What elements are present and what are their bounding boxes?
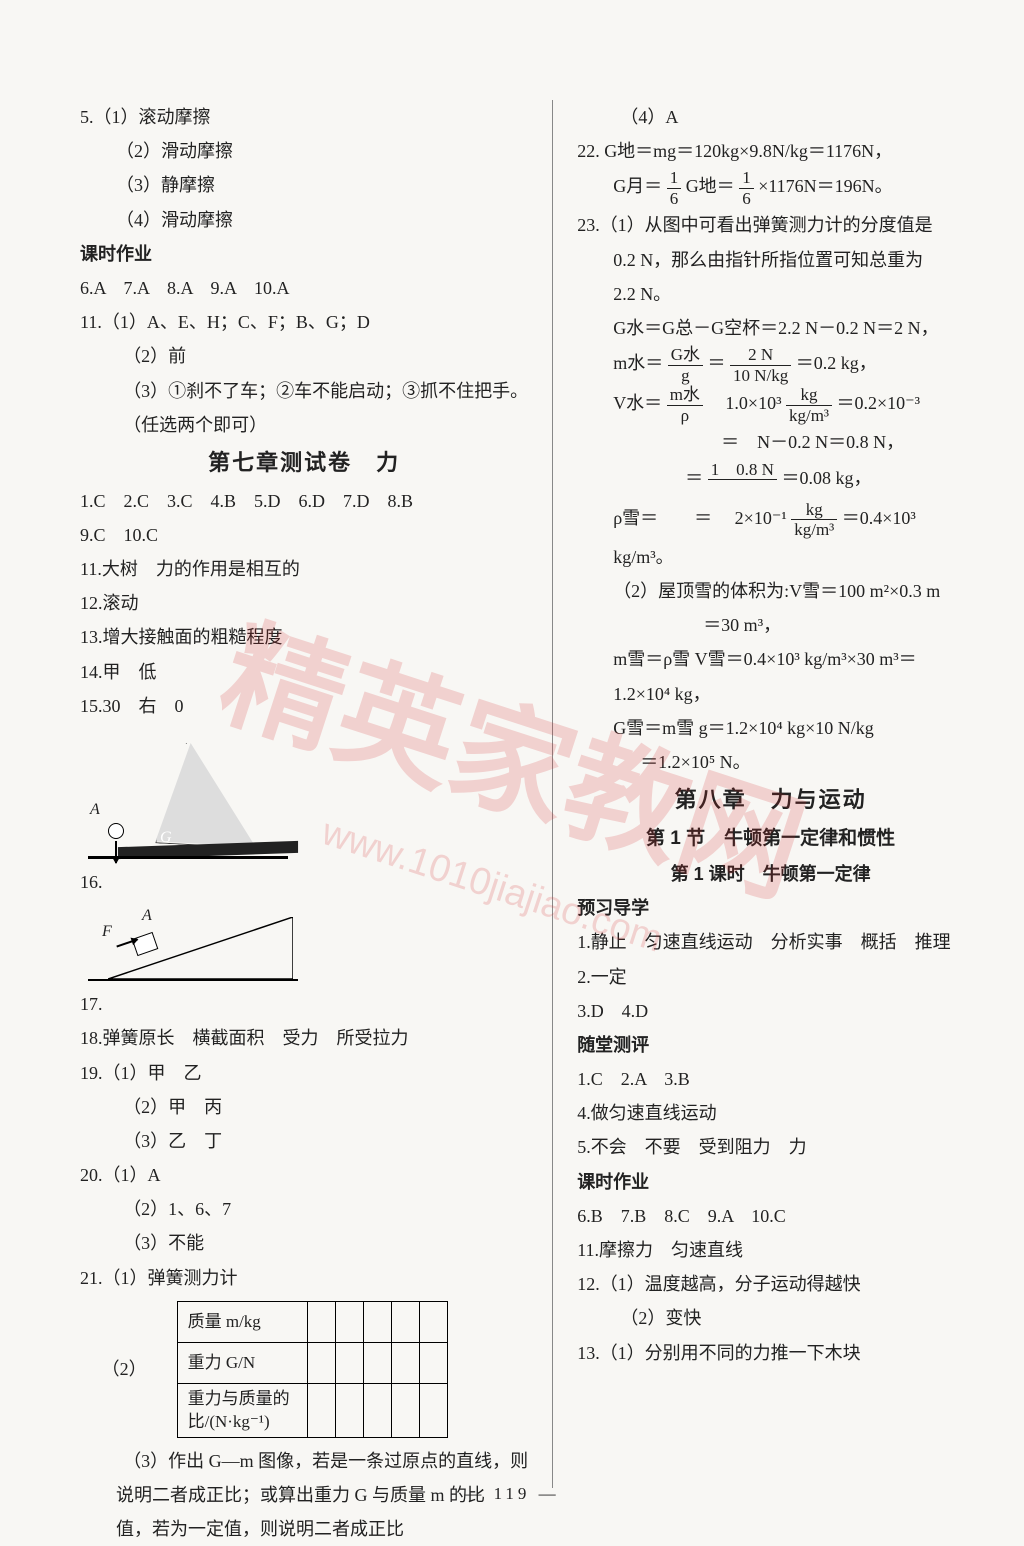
- text-line: 12.滚动: [80, 586, 528, 620]
- text-line: （3）不能: [80, 1226, 528, 1260]
- text-line: 5.不会 不要 受到阻力 力: [577, 1130, 964, 1164]
- text-line: 1.C 2.A 3.B: [577, 1062, 964, 1096]
- text-line: 1.静止 匀速直线运动 分析实事 概括 推理: [577, 925, 964, 959]
- text-line: 1.C 2.C 3.C 4.B 5.D 6.D 7.D 8.B: [80, 484, 528, 518]
- text-line: 1.2×10⁴ kg，: [577, 677, 964, 711]
- text-line: 11.大树 力的作用是相互的: [80, 552, 528, 586]
- column-divider: [552, 100, 553, 1488]
- text-line: ＝ 1 0.8 N ＝0.08 kg，: [577, 460, 964, 500]
- text-line: 值，若为一定值，则说明二者成正比: [80, 1512, 528, 1546]
- text-line: 14.甲 低: [80, 655, 528, 689]
- text-line: kg/m³。: [577, 540, 964, 574]
- text-line: m水＝ G水g ＝ 2 N10 N/kg ＝0.2 kg，: [577, 345, 964, 385]
- text-line: （2）甲 丙: [80, 1090, 528, 1124]
- lesson-title: 第 1 课时 牛顿第一定律: [577, 857, 964, 891]
- text-line: 6.B 7.B 8.C 9.A 10.C: [577, 1199, 964, 1233]
- text-line: 21.（1）弹簧测力计: [80, 1261, 528, 1295]
- text-line: 9.C 10.C: [80, 518, 528, 552]
- section-heading: 课时作业: [577, 1165, 964, 1199]
- text-line: 2.2 N。: [577, 277, 964, 311]
- table-cell: 重力与质量的比/(N·kg⁻¹): [177, 1384, 307, 1437]
- text-line: 12.（1）温度越高，分子运动得越快: [577, 1267, 964, 1301]
- text-line: 6.A 7.A 8.A 9.A 10.A: [80, 271, 528, 305]
- diagram-16: A G: [88, 729, 288, 859]
- text-line: （3）作出 G—m 图像，若是一条过原点的直线，则: [80, 1444, 528, 1478]
- left-column: 5.（1）滚动摩擦 （2）滑动摩擦 （3）静摩擦 （4）滑动摩擦 课时作业 6.…: [80, 100, 548, 1488]
- text-line: 4.做匀速直线运动: [577, 1096, 964, 1130]
- text-line: 17.: [80, 987, 528, 1021]
- text-line: V水＝ m水ρ 1.0×10³ kgkg/m³ ＝0.2×10⁻³: [577, 385, 964, 425]
- text-line: （2）滑动摩擦: [80, 134, 528, 168]
- text-line: （3）乙 丁: [80, 1124, 528, 1158]
- text-line: 3.D 4.D: [577, 994, 964, 1028]
- right-column: （4）A 22. G地＝mg＝120kg×9.8N/kg＝1176N， G月＝ …: [557, 100, 964, 1488]
- text-line: m雪＝ρ雪 V雪＝0.4×10³ kg/m³×30 m³＝: [577, 642, 964, 676]
- text-line: 13.（1）分别用不同的力推一下木块: [577, 1336, 964, 1370]
- text-line: 11.摩擦力 匀速直线: [577, 1233, 964, 1267]
- text-line: （2）屋顶雪的体积为:V雪＝100 m²×0.3 m: [577, 574, 964, 608]
- text-line: 0.2 N，那么由指针所指位置可知总重为: [577, 243, 964, 277]
- text-line: （4）A: [577, 100, 964, 134]
- text-line: G月＝ 16 G地＝ 16 ×1176N＝196N。: [577, 168, 964, 208]
- text-line: （3）静摩擦: [80, 168, 528, 202]
- text-line: （2）变快: [577, 1301, 964, 1335]
- text-line: 15.30 右 0: [80, 689, 528, 723]
- text-line: G水＝G总－G空杯＝2.2 N－0.2 N＝2 N，: [577, 311, 964, 345]
- section-heading: 随堂测评: [577, 1028, 964, 1062]
- text-line: 22. G地＝mg＝120kg×9.8N/kg＝1176N，: [577, 134, 964, 168]
- text-line: 23.（1）从图中可看出弹簧测力计的分度值是: [577, 208, 964, 242]
- text-line: G雪＝m雪 g＝1.2×10⁴ kg×10 N/kg: [577, 711, 964, 745]
- section-heading: 预习导学: [577, 891, 964, 925]
- text-line: （4）滑动摩擦: [80, 203, 528, 237]
- text-line: ρ雪＝ ＝ 2×10⁻¹ kgkg/m³ ＝0.4×10³: [577, 500, 964, 540]
- text-line: 11.（1）A、E、H；C、F；B、G；D: [80, 305, 528, 339]
- chapter-title: 第八章 力与运动: [577, 779, 964, 821]
- text-line: ＝30 m³，: [577, 608, 964, 642]
- section-title: 第 1 节 牛顿第一定律和惯性: [577, 821, 964, 857]
- text-line: （3）①刹不了车；②车不能启动；③抓不住把手。: [80, 374, 528, 408]
- text-line: （任选两个即可）: [80, 408, 528, 442]
- text-line: 20.（1）A: [80, 1158, 528, 1192]
- text-line: 19.（1）甲 乙: [80, 1056, 528, 1090]
- section-heading: 课时作业: [80, 237, 528, 271]
- text-line: 13.增大接触面的粗糙程度: [80, 620, 528, 654]
- text-line: （2）前: [80, 339, 528, 373]
- page-columns: 5.（1）滚动摩擦 （2）滑动摩擦 （3）静摩擦 （4）滑动摩擦 课时作业 6.…: [80, 100, 964, 1488]
- text-line: 5.（1）滚动摩擦: [80, 100, 528, 134]
- text-line: ＝ N－0.2 N＝0.8 N，: [577, 425, 964, 459]
- text-line: （2）1、6、7: [80, 1192, 528, 1226]
- data-table: 质量 m/kg 重力 G/N 重力与质量的比/(N·kg⁻¹): [177, 1301, 448, 1438]
- page-number: — 119 —: [0, 1478, 1024, 1510]
- table-cell: 重力 G/N: [177, 1343, 307, 1384]
- table-cell: 质量 m/kg: [177, 1301, 307, 1342]
- text-line: 18.弹簧原长 横截面积 受力 所受拉力: [80, 1021, 528, 1055]
- text-line: 2.一定: [577, 960, 964, 994]
- text-line: （2）: [80, 1352, 147, 1386]
- chapter-title: 第七章测试卷 力: [80, 442, 528, 484]
- text-line: ＝1.2×10⁵ N。: [577, 745, 964, 779]
- diagram-17: A F: [88, 901, 298, 981]
- text-line: 16.: [80, 865, 528, 899]
